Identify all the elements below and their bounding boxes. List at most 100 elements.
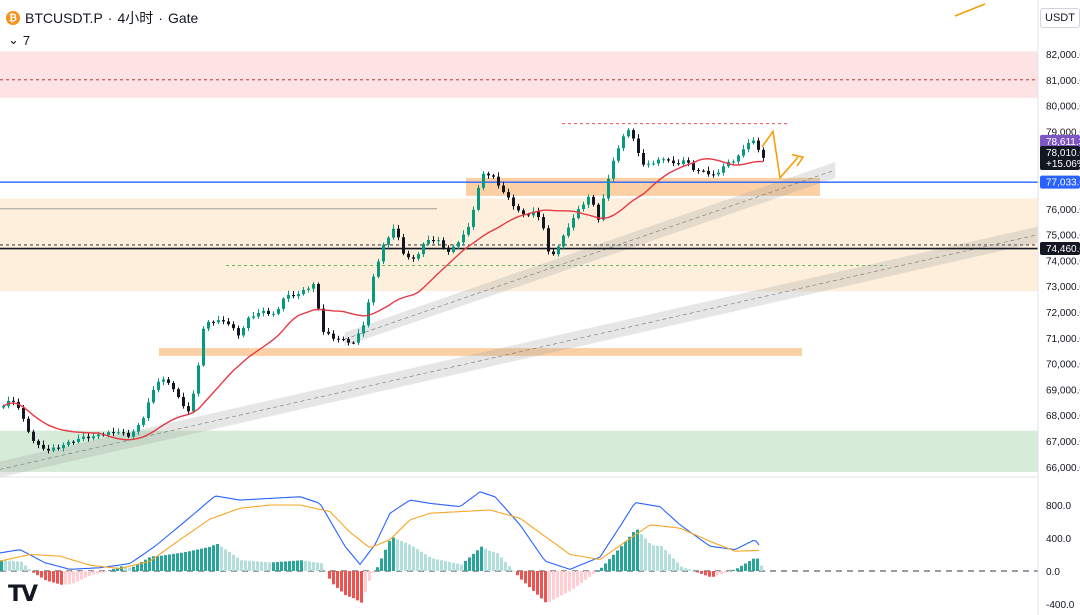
candle-body <box>32 431 35 441</box>
candle-body <box>142 418 145 425</box>
projection-arrowhead <box>791 153 805 167</box>
macd-histogram-bar <box>488 550 491 571</box>
macd-histogram-bar <box>372 571 375 573</box>
candle-body <box>157 381 160 390</box>
indicator-toggle[interactable]: ⌄ 7 <box>8 32 30 48</box>
moving-average-line <box>3 157 764 441</box>
candle-body <box>327 331 330 334</box>
macd-histogram-bar <box>328 571 331 579</box>
macd-histogram-bar <box>152 556 155 571</box>
macd-histogram-bar <box>72 571 75 584</box>
price-label-box <box>1040 134 1080 148</box>
symbol-label[interactable]: BTCUSDT.P <box>25 10 103 26</box>
candle-body <box>177 389 180 397</box>
macd-histogram-bar <box>352 571 355 599</box>
upper-trend-channel <box>344 161 836 346</box>
macd-histogram-bar <box>212 545 215 571</box>
macd-histogram-bar <box>280 561 283 571</box>
macd-histogram-bar <box>312 561 315 571</box>
macd-histogram-bar <box>196 549 199 571</box>
candle-body <box>407 253 410 258</box>
macd-histogram-bar <box>388 541 391 571</box>
candle-body <box>412 257 415 259</box>
candle-body <box>62 444 65 449</box>
macd-histogram-bar <box>284 561 287 571</box>
candle-body <box>332 333 335 339</box>
macd-histogram-bar <box>660 545 663 571</box>
macd-histogram-bar <box>692 571 695 572</box>
candle-body <box>277 308 280 314</box>
macd-histogram-bar <box>480 546 483 571</box>
candle-body <box>272 313 275 315</box>
macd-histogram-bar <box>88 571 91 576</box>
macd-histogram-bar <box>24 565 27 571</box>
macd-histogram-bar <box>580 571 583 583</box>
candle-body <box>352 342 355 344</box>
macd-histogram-bar <box>592 571 595 574</box>
macd-histogram-bar <box>192 550 195 571</box>
macd-histogram-bar <box>608 559 611 571</box>
candle-body <box>722 166 725 173</box>
candle-body <box>362 325 365 334</box>
price-tick-label: 71,000.0 <box>1046 334 1080 345</box>
macd-histogram-bar <box>16 561 19 571</box>
macd-histogram-bar <box>172 553 175 571</box>
chart-header: ₿ BTCUSDT.P · 4小时 · Gate <box>6 8 198 28</box>
macd-histogram-bar <box>324 570 327 572</box>
lower-channel-mid <box>0 234 1039 470</box>
macd-histogram-bar <box>216 543 219 571</box>
macd-histogram-bar <box>732 569 735 571</box>
macd-histogram-bar <box>416 549 419 571</box>
macd-histogram-bar <box>56 571 59 584</box>
macd-histogram-bar <box>252 561 255 571</box>
candle-body <box>242 327 245 336</box>
candle-body <box>607 178 610 199</box>
timeframe-label[interactable]: 4小时 <box>117 10 154 26</box>
candle-body <box>97 434 100 437</box>
candle-body <box>467 226 470 235</box>
macd-histogram-bar <box>460 564 463 571</box>
candle-body <box>677 163 680 165</box>
macd-histogram-bar <box>708 571 711 577</box>
macd-histogram-bar <box>484 548 487 571</box>
macd-histogram-bar <box>620 546 623 571</box>
price-label-text: 77,033.0 <box>1046 178 1080 189</box>
candle-body <box>337 338 340 340</box>
candle-body <box>702 170 705 172</box>
macd-histogram-bar <box>276 561 279 571</box>
currency-unit-label: USDT <box>1045 12 1075 24</box>
macd-tick-label: -400.0 <box>1046 600 1075 611</box>
candle-body <box>227 321 230 325</box>
candle-body <box>587 196 590 205</box>
candle-body <box>122 432 125 434</box>
macd-histogram-bar <box>652 545 655 571</box>
candle-body <box>642 152 645 165</box>
candle-body <box>422 243 425 255</box>
macd-histogram-bar <box>656 545 659 571</box>
macd-histogram-bar <box>204 547 207 571</box>
candle-body <box>302 289 305 295</box>
macd-histogram-bar <box>636 529 639 571</box>
macd-histogram-bar <box>496 553 499 571</box>
macd-histogram-bar <box>140 561 143 571</box>
candle-body <box>312 283 315 289</box>
macd-histogram-bar <box>100 571 103 573</box>
candle-body <box>82 436 85 439</box>
macd-histogram-bar <box>200 548 203 571</box>
separator: · <box>158 10 163 26</box>
projection-offscreen-line <box>954 3 986 17</box>
candle-body <box>522 210 525 215</box>
macd-histogram-bar <box>376 567 379 571</box>
candle-body <box>632 130 635 139</box>
candle-body <box>182 396 185 407</box>
price-tick-label: 73,000.0 <box>1046 282 1080 293</box>
candle-body <box>502 185 505 193</box>
macd-histogram-bar <box>748 561 751 571</box>
candle-body <box>492 175 495 177</box>
macd-histogram-bar <box>300 560 303 571</box>
candle-body <box>402 237 405 254</box>
candle-body <box>482 173 485 188</box>
currency-unit-button[interactable]: USDT <box>1040 8 1080 28</box>
candle-body <box>127 432 130 437</box>
